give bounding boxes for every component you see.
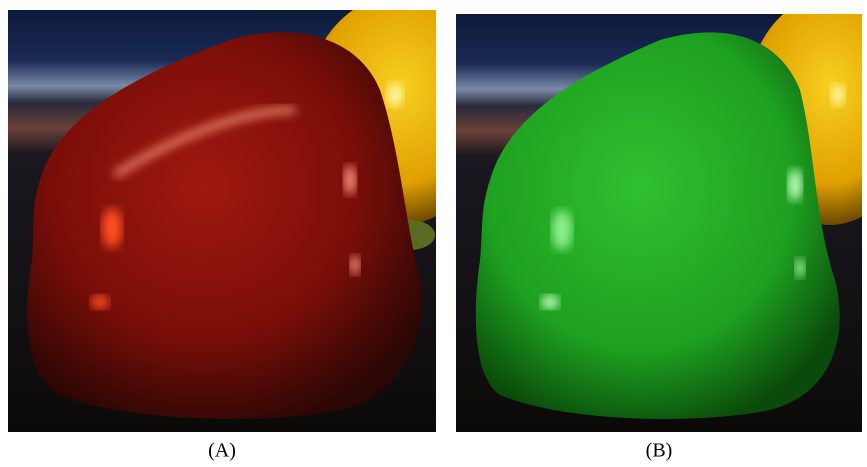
caption: (A) [208, 440, 236, 462]
page: {"panels": [{"caption": "(A)"}, {"captio… [0, 0, 867, 467]
figure: (A) (B) [0, 0, 867, 467]
panel-a [8, 0, 495, 432]
panel-b [456, 0, 867, 432]
caption: (B) [646, 440, 673, 462]
